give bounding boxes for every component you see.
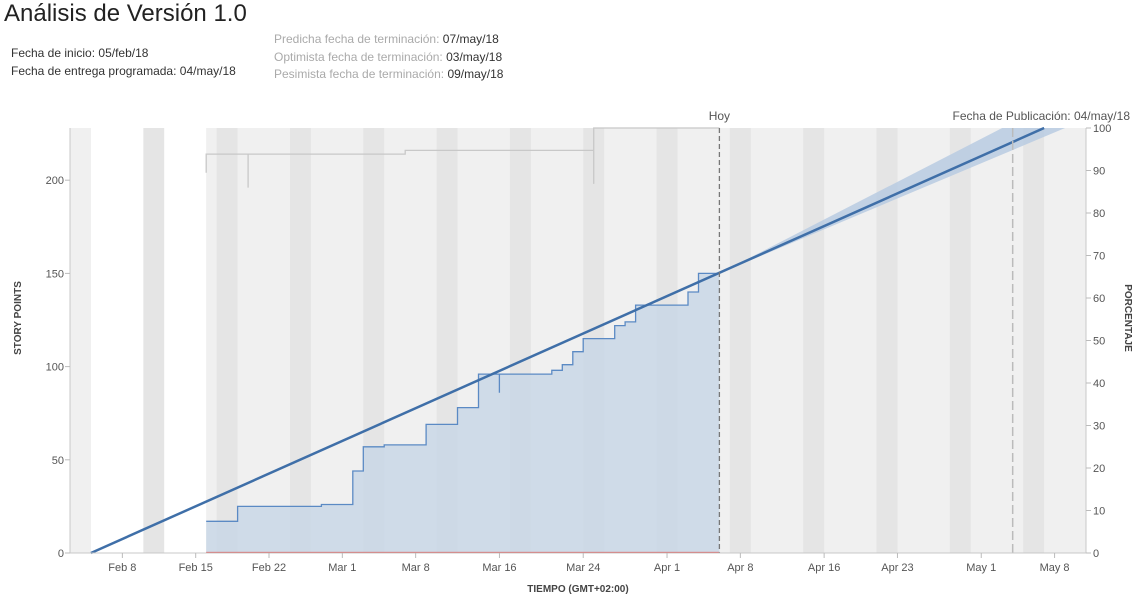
y2-tick-label: 60 — [1093, 293, 1105, 305]
due-date-info: Fecha de entrega programada: 04/may/18 — [11, 64, 236, 78]
predicted-date-value: 07/may/18 — [442, 32, 499, 46]
release-label: Fecha de Publicación: 04/may/18 — [953, 109, 1131, 123]
y2-tick-label: 20 — [1093, 463, 1105, 475]
y2-tick-label: 0 — [1093, 548, 1099, 560]
predicted-date-info: Predicha fecha de terminación: 07/may/18 — [274, 32, 499, 46]
y2-tick-label: 30 — [1093, 421, 1105, 433]
completed-line — [206, 272, 720, 522]
trend-line — [90, 126, 1045, 555]
start-date-info: Fecha de inicio: 05/feb/18 — [11, 46, 148, 60]
weekend-band — [803, 128, 825, 553]
y2-tick-label: 90 — [1093, 166, 1105, 178]
x-tick-label: Feb 15 — [179, 562, 213, 574]
x-tick-label: May 1 — [966, 562, 996, 574]
y-tick-label: 200 — [46, 175, 64, 187]
y-tick-label: 150 — [46, 268, 64, 280]
x-tick-label: May 8 — [1040, 562, 1070, 574]
y2-tick-label: 100 — [1093, 123, 1111, 135]
y2-tick-label: 80 — [1093, 208, 1105, 220]
weekend-band — [876, 128, 898, 553]
x-tick-label: Mar 24 — [566, 562, 600, 574]
weekend-band — [143, 128, 165, 553]
pessimistic-date-label: Pesimista fecha de terminación: — [274, 67, 445, 81]
x-tick-label: Mar 16 — [482, 562, 516, 574]
pessimistic-date-info: Pesimista fecha de terminación: 09/may/1… — [274, 67, 503, 81]
y2-tick-label: 40 — [1093, 378, 1105, 390]
x-tick-label: Mar 1 — [328, 562, 356, 574]
x-tick-label: Feb 22 — [252, 562, 286, 574]
x-axis-title: TIEMPO (GMT+02:00) — [527, 584, 628, 595]
weekend-band — [1023, 128, 1045, 553]
optimistic-date-value: 03/may/18 — [446, 50, 503, 64]
y-tick-label: 50 — [52, 455, 64, 467]
y2-tick-label: 10 — [1093, 506, 1105, 518]
x-tick-label: Apr 16 — [808, 562, 840, 574]
page-title: Análisis de Versión 1.0 — [4, 0, 247, 27]
y2-axis-title: PORCENTAJE — [1122, 284, 1133, 352]
optimistic-date-info: Optimista fecha de terminación: 03/may/1… — [274, 50, 502, 64]
y-tick-label: 100 — [46, 362, 64, 374]
completed-area — [206, 273, 720, 553]
y-axis-title: STORY POINTS — [13, 281, 24, 355]
x-tick-label: Apr 23 — [881, 562, 913, 574]
x-tick-label: Apr 8 — [727, 562, 753, 574]
today-label: Hoy — [709, 109, 730, 123]
pre-start-zone — [164, 128, 207, 553]
weekend-band — [289, 128, 311, 553]
predicted-date-label: Predicha fecha de terminación: — [274, 32, 440, 46]
y2-tick-label: 70 — [1093, 251, 1105, 263]
y2-tick-label: 50 — [1093, 336, 1105, 348]
weekend-band — [216, 128, 238, 553]
start-date-value: 05/feb/18 — [98, 46, 149, 60]
trend-confidence-band — [719, 128, 1066, 274]
weekend-band — [729, 128, 751, 553]
x-tick-label: Mar 8 — [402, 562, 430, 574]
due-date-value: 04/may/18 — [179, 64, 236, 78]
pessimistic-date-value: 09/may/18 — [447, 67, 504, 81]
optimistic-date-label: Optimista fecha de terminación: — [274, 50, 443, 64]
x-tick-label: Apr 1 — [654, 562, 680, 574]
due-date-label: Fecha de entrega programada: — [11, 64, 177, 78]
scope-line — [205, 127, 720, 188]
x-tick-label: Feb 8 — [108, 562, 136, 574]
weekend-band — [949, 128, 971, 553]
pre-start-zone — [90, 128, 144, 553]
start-date-label: Fecha de inicio: — [11, 46, 96, 60]
y-tick-label: 0 — [58, 548, 64, 560]
